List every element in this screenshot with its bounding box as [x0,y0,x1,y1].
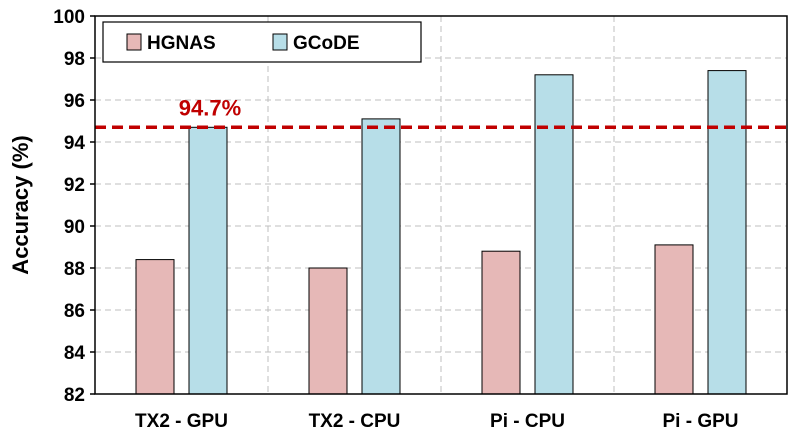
plot-frame [94,15,788,395]
y-axis-title: Accuracy (%) [8,135,33,274]
bar-gcode-2 [361,118,401,395]
y-tick-label: 92 [64,175,85,196]
y-tick-labels: 82 84 86 88 90 92 94 96 98 100 [53,7,85,406]
legend-label-gcode: GCoDE [293,33,360,54]
x-tick-label: Pi - CPU [490,411,565,432]
legend-box [102,21,422,63]
x-tick-label: TX2 - CPU [309,411,401,432]
y-tick-label: 96 [64,91,85,112]
bar-gcode-3 [534,74,574,395]
y-tick-label: 90 [64,217,85,238]
x-tick-labels: TX2 - GPU TX2 - CPU Pi - CPU Pi - GPU [135,411,738,432]
y-tick-label: 94 [64,133,86,154]
bar-hgnas-3 [481,250,521,395]
y-tick-label: 98 [64,49,85,70]
y-tick-label: 84 [64,343,86,364]
y-tick-label: 88 [64,259,85,280]
reference-line-group: 94.7% [95,95,787,130]
bars [135,70,747,395]
y-tick-label: 100 [53,7,85,28]
legend-label-hgnas: HGNAS [147,33,216,54]
y-tick-label: 86 [64,301,85,322]
axes [90,15,788,395]
x-tick-label: TX2 - GPU [135,411,228,432]
bar-gcode-1 [188,126,228,395]
bar-hgnas-2 [308,267,348,395]
reference-line-label: 94.7% [179,95,241,120]
bar-hgnas-4 [654,244,694,395]
bar-hgnas-1 [135,259,175,395]
y-tick-label: 82 [64,385,85,406]
x-tick-label: Pi - GPU [662,411,738,432]
legend-swatch-gcode [272,33,288,51]
legend: HGNAS GCoDE [102,21,422,63]
bar-gcode-4 [707,70,747,395]
legend-swatch-hgnas [126,33,142,51]
